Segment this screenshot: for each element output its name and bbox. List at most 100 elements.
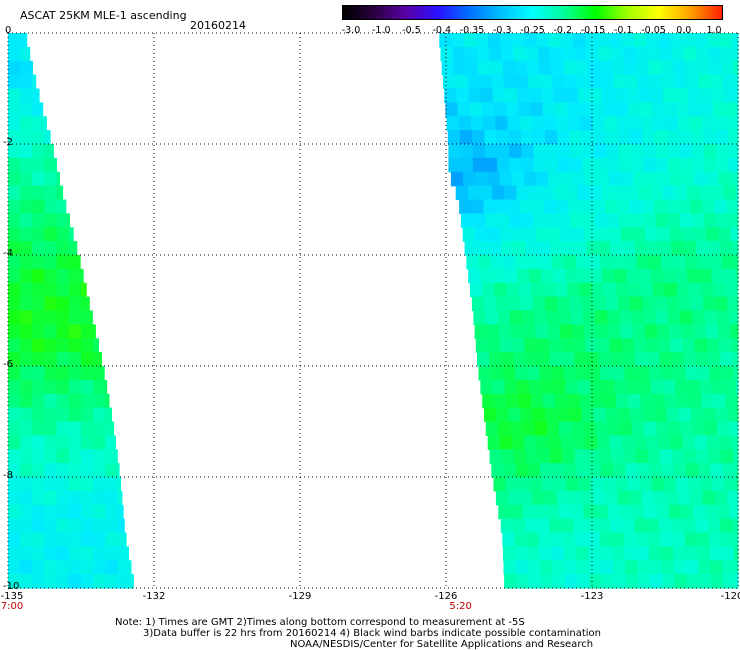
wind-cell: [665, 116, 679, 131]
note-line-2: 3)Data buffer is 22 hrs from 20160214 4)…: [143, 628, 601, 639]
wind-cell: [727, 490, 739, 506]
wind-cell: [707, 518, 721, 534]
wind-cell: [636, 532, 649, 547]
wind-cell: [623, 449, 637, 464]
wind-cell: [68, 296, 82, 312]
wind-cell: [659, 449, 673, 464]
wind-cell: [470, 116, 484, 131]
wind-cell: [726, 199, 739, 214]
wind-cell: [674, 74, 687, 90]
wind-cell: [523, 171, 537, 187]
wind-cell: [584, 171, 598, 187]
wind-cell: [68, 449, 82, 464]
wind-cell: [490, 60, 504, 76]
wind-cell: [545, 157, 559, 173]
wind-cell: [488, 338, 501, 353]
wind-cell: [551, 366, 565, 381]
wind-cell: [8, 144, 21, 159]
wind-cell: [530, 477, 543, 492]
wind-cell: [644, 324, 658, 339]
wind-cell: [501, 449, 515, 464]
wind-cell: [731, 435, 739, 450]
wind-cell: [459, 199, 472, 214]
wind-cell: [68, 421, 82, 436]
wind-cell: [93, 421, 106, 436]
wind-cell: [484, 144, 498, 159]
wind-cell: [20, 574, 33, 589]
wind-cell: [478, 366, 492, 381]
wind-cell: [32, 255, 46, 270]
wind-cell: [619, 213, 632, 228]
wind-cell: [463, 33, 477, 48]
wind-cell: [594, 157, 608, 173]
wind-cell: [579, 102, 592, 117]
wind-cell: [8, 157, 21, 173]
chart-title: ASCAT 25KM MLE-1 ascending: [20, 9, 187, 22]
wind-cell: [583, 421, 596, 436]
wind-cell: [582, 157, 596, 173]
wind-cell: [625, 574, 639, 589]
wind-cell: [732, 46, 739, 62]
wind-cell: [543, 282, 556, 298]
wind-cell: [524, 435, 537, 450]
wind-cell: [721, 255, 735, 270]
wind-cell: [473, 310, 487, 325]
wind-cell: [491, 463, 505, 478]
wind-cell: [666, 407, 680, 423]
wind-cell: [470, 282, 483, 298]
wind-cell: [44, 379, 58, 395]
wind-cell: [556, 490, 570, 506]
wind-cell: [8, 268, 21, 284]
wind-cell: [589, 379, 603, 395]
wind-cell: [707, 241, 721, 256]
wind-cell: [557, 144, 571, 159]
wind-cell: [679, 130, 692, 145]
wind-cell: [575, 532, 589, 547]
wind-cell: [727, 407, 739, 423]
wind-cell: [689, 116, 703, 131]
wind-cell: [32, 366, 46, 381]
wind-cell: [81, 352, 94, 367]
wind-cell: [576, 560, 590, 575]
wind-cell: [505, 477, 519, 492]
wind-cell: [679, 144, 693, 159]
wind-cell: [666, 490, 679, 506]
wind-cell: [56, 338, 70, 353]
wind-cell: [580, 199, 594, 214]
wind-cell: [722, 463, 736, 478]
wind-cell: [513, 46, 527, 62]
colorbar-tick-label: -0.3: [492, 25, 512, 36]
wind-cell: [32, 282, 46, 298]
wind-cell: [536, 435, 550, 450]
wind-cell: [692, 421, 706, 436]
wind-cell: [32, 144, 46, 159]
wind-cell: [728, 157, 739, 173]
wind-cell: [613, 560, 626, 575]
wind-cell: [560, 171, 574, 187]
wind-cell: [623, 352, 636, 367]
wind-cell: [68, 435, 82, 450]
wind-cell: [548, 33, 562, 48]
wind-cell: [546, 421, 560, 436]
wind-cell: [693, 227, 707, 242]
wind-cell: [588, 546, 601, 561]
wind-cell: [520, 490, 533, 506]
wind-cell: [629, 490, 643, 506]
wind-cell: [560, 227, 573, 242]
wind-cell: [540, 574, 554, 589]
wind-cell: [20, 352, 33, 367]
wind-cell: [730, 227, 739, 242]
wind-cell: [68, 574, 82, 589]
wind-cell: [673, 560, 687, 575]
wind-cell: [624, 546, 638, 561]
wind-cell: [614, 88, 628, 103]
wind-cell: [715, 296, 728, 312]
wind-cell: [707, 33, 720, 48]
wind-cell: [616, 393, 629, 409]
wind-cell: [641, 490, 655, 506]
wind-cell: [498, 504, 512, 520]
wind-cell: [56, 504, 70, 520]
wind-cell: [734, 463, 739, 478]
wind-cell: [560, 435, 574, 450]
